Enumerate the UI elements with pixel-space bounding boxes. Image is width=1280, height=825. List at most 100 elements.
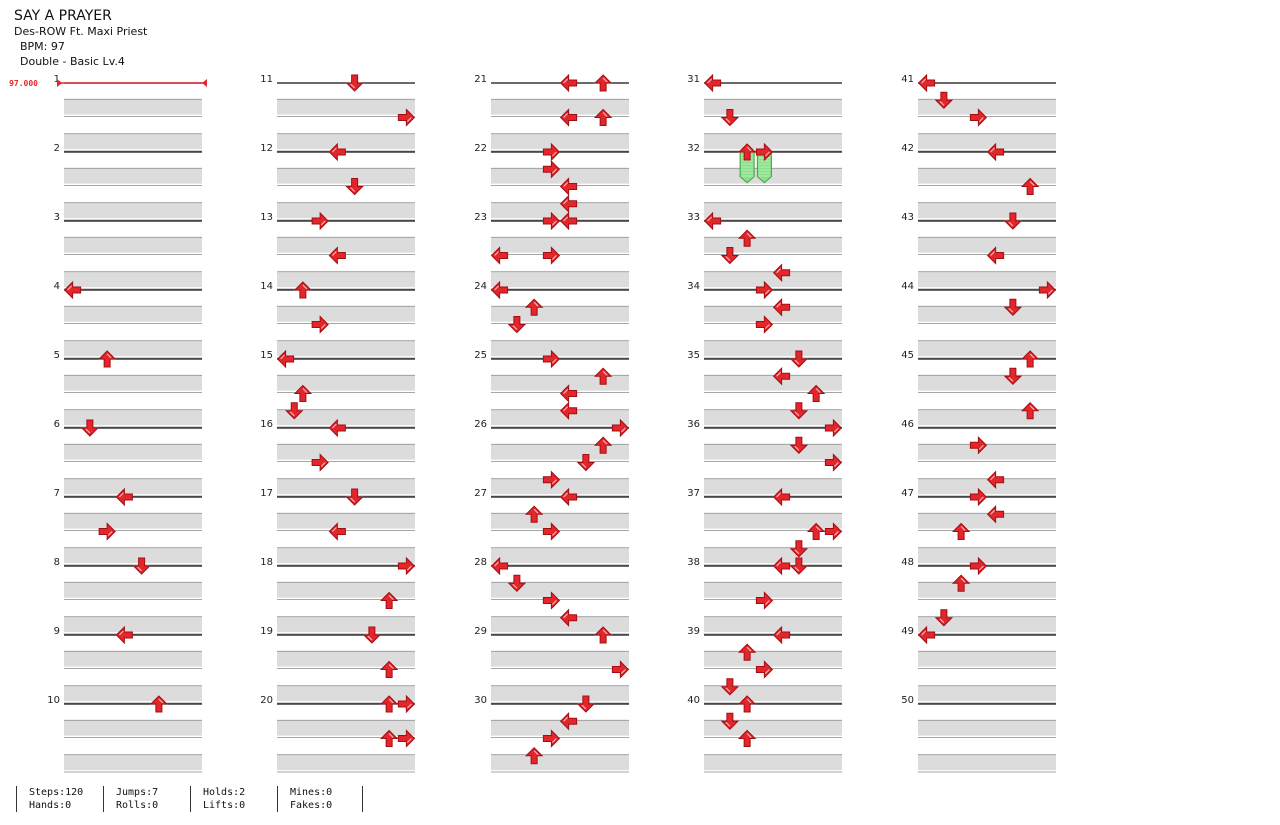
beat-band xyxy=(918,547,1056,564)
arrow-shape xyxy=(559,487,578,507)
arrow-highlight xyxy=(602,112,608,117)
arrow-shape xyxy=(524,505,544,523)
arrow-shape xyxy=(576,695,596,713)
measure-number: 40 xyxy=(687,695,700,706)
arrow-shape xyxy=(345,74,364,92)
beat-band xyxy=(704,720,842,736)
left-arrow-icon xyxy=(559,384,578,403)
arrow-highlight xyxy=(978,565,984,571)
measure-number: 10 xyxy=(47,695,60,706)
up-arrow-icon xyxy=(737,229,757,247)
arrow-shape xyxy=(593,626,613,644)
measure-number: 42 xyxy=(901,143,914,154)
left-arrow-icon xyxy=(772,487,791,507)
arrow-shape xyxy=(379,660,399,678)
right-arrow-icon xyxy=(542,470,561,489)
beat-band xyxy=(64,271,202,288)
left-arrow-icon xyxy=(490,556,509,576)
arrow-shape xyxy=(397,108,416,127)
bpm-marker-right xyxy=(202,79,207,87)
arrow-highlight xyxy=(563,406,569,412)
arrow-shape xyxy=(311,453,329,472)
right-arrow-icon xyxy=(824,453,843,472)
measure-number: 14 xyxy=(260,281,273,292)
arrow-highlight xyxy=(158,698,164,704)
arrow-shape xyxy=(490,246,509,265)
measure-number: 9 xyxy=(54,626,60,637)
right-arrow-icon xyxy=(397,694,416,714)
left-arrow-icon xyxy=(559,401,578,420)
arrow-highlight xyxy=(533,301,539,307)
arrow-shape xyxy=(969,556,988,576)
arrow-shape xyxy=(98,522,116,541)
arrow-highlight xyxy=(776,302,782,308)
left-arrow-icon xyxy=(703,211,722,231)
beat-band xyxy=(491,409,629,426)
beat-band xyxy=(277,271,415,288)
arrow-highlight xyxy=(1029,353,1035,359)
measure-number: 16 xyxy=(260,419,273,430)
arrow-shape xyxy=(951,574,971,592)
beat-band xyxy=(491,685,629,702)
left-arrow-icon xyxy=(559,712,578,731)
down-arrow-icon xyxy=(345,488,364,506)
measure-number: 19 xyxy=(260,626,273,637)
arrow-shape xyxy=(97,350,117,368)
beat-band xyxy=(277,237,415,253)
right-arrow-icon xyxy=(969,556,988,576)
up-arrow-icon xyxy=(593,436,613,454)
right-arrow-icon xyxy=(824,418,843,438)
left-arrow-icon xyxy=(115,625,133,645)
arrow-shape xyxy=(542,522,561,541)
arrow-shape xyxy=(559,384,578,403)
arrow-shape xyxy=(1003,212,1023,230)
arrow-highlight xyxy=(960,577,966,583)
arrow-shape xyxy=(703,73,722,93)
arrow-shape xyxy=(806,384,826,402)
stat-value: Hands:0 xyxy=(29,800,72,811)
stat-column: Holds:2 Lifts:0 xyxy=(190,786,277,812)
arrow-highlight xyxy=(331,423,337,429)
down-arrow-icon xyxy=(285,402,304,420)
down-arrow-icon xyxy=(934,609,954,627)
right-arrow-icon xyxy=(311,453,329,472)
up-arrow-icon xyxy=(293,384,313,402)
arrow-shape xyxy=(490,280,509,300)
arrow-highlight xyxy=(563,78,569,84)
arrow-highlight xyxy=(280,354,286,360)
arrow-highlight xyxy=(331,251,337,256)
beat-band xyxy=(64,375,202,391)
stat-value: Holds:2 xyxy=(203,787,246,798)
left-arrow-icon xyxy=(772,367,791,386)
right-arrow-icon xyxy=(542,729,561,748)
up-arrow-icon xyxy=(593,367,613,385)
up-arrow-icon xyxy=(97,350,117,368)
arrow-highlight xyxy=(746,146,752,152)
left-arrow-icon xyxy=(772,263,791,282)
measure-number: 30 xyxy=(474,695,487,706)
down-arrow-icon xyxy=(507,574,527,592)
arrow-highlight xyxy=(990,251,996,256)
up-arrow-icon xyxy=(524,747,544,765)
measure-number: 46 xyxy=(901,419,914,430)
up-arrow-icon xyxy=(379,695,399,713)
arrow-shape xyxy=(755,660,774,679)
beat-band xyxy=(704,478,842,495)
arrow-shape xyxy=(1003,367,1023,385)
arrow-highlight xyxy=(106,353,112,359)
arrow-shape xyxy=(379,729,399,747)
arrow-shape xyxy=(703,211,722,231)
arrow-shape xyxy=(986,246,1005,265)
arrow-shape xyxy=(969,436,988,455)
left-arrow-icon xyxy=(772,298,791,317)
beat-band xyxy=(704,375,842,391)
arrow-shape xyxy=(328,142,346,162)
up-arrow-icon xyxy=(1020,177,1040,195)
up-arrow-icon xyxy=(1020,402,1040,420)
arrow-shape xyxy=(559,177,578,196)
arrow-shape xyxy=(737,695,757,713)
right-arrow-icon xyxy=(397,108,416,127)
stat-value: Fakes:0 xyxy=(290,800,333,811)
beat-band xyxy=(64,754,202,771)
beat-band xyxy=(64,616,202,633)
